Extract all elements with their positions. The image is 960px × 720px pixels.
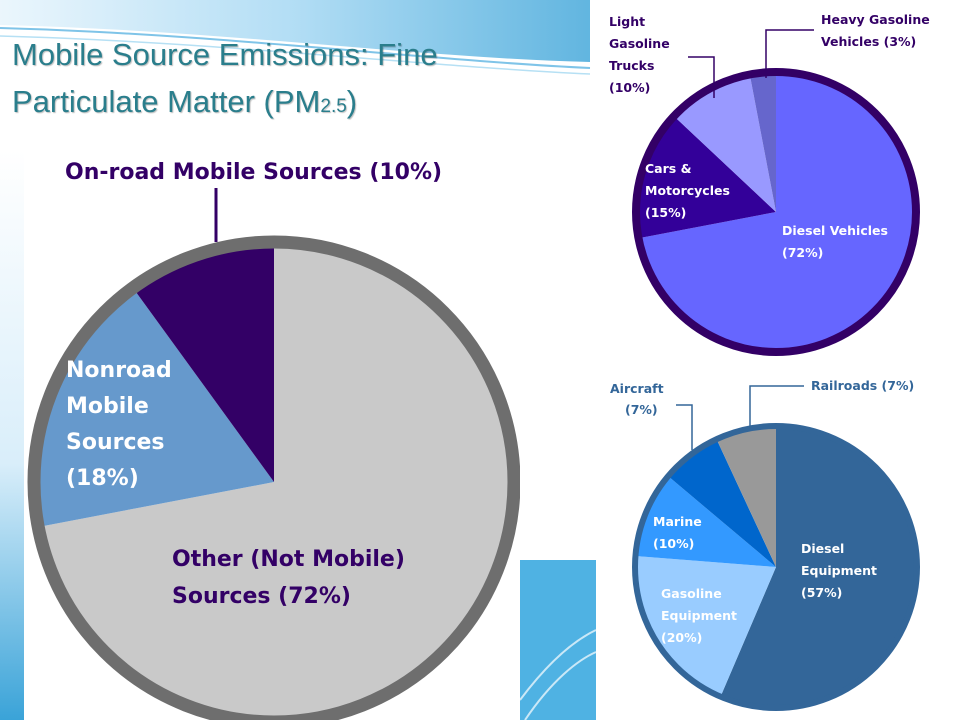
- label-light-4: (10%): [609, 80, 650, 95]
- title-close-paren: ): [346, 84, 358, 119]
- nonroad-pie-panel: Aircraft (7%) Railroads (7%) Marine (10%…: [596, 370, 960, 720]
- onroad-pie-slices: [636, 72, 916, 353]
- main-pie-slices: [33, 242, 514, 720]
- nonroad-pie-slice-2: [635, 476, 776, 567]
- main-pie-slice-2: [132, 242, 274, 482]
- nonroad-pie-slices: [635, 426, 917, 708]
- main-pie-chart: On-road Mobile Sources (10%) Nonroad Mob…: [27, 160, 520, 720]
- onroad-pie-slice-3: [749, 72, 776, 212]
- leader-light: [688, 56, 715, 98]
- label-diesel-equip-3: (57%): [801, 585, 842, 600]
- label-light-1: Light: [609, 14, 645, 29]
- label-aircraft-2: (7%): [625, 402, 658, 417]
- label-other-1: Other (Not Mobile): [172, 547, 405, 572]
- label-gasoline-equip-3: (20%): [661, 630, 702, 645]
- label-nonroad-1: Nonroad: [66, 358, 172, 383]
- title-subscript: 2.5: [320, 96, 347, 117]
- label-marine-1: Marine: [653, 514, 702, 529]
- leader-aircraft: [676, 404, 693, 450]
- label-light-3: Trucks: [609, 58, 654, 73]
- label-cars-2: Motorcycles: [645, 183, 730, 198]
- onroad-pie-slice-0: [638, 72, 916, 353]
- label-railroads: Railroads (7%): [811, 378, 914, 393]
- nonroad-pie-slice-4: [716, 426, 776, 567]
- onroad-pie-rim: [632, 68, 920, 356]
- label-diesel-vehicles-2: (72%): [782, 245, 823, 260]
- title-text: Particulate Matter (PM: [12, 84, 321, 119]
- label-nonroad-3: Sources: [66, 430, 165, 455]
- label-other-2: Sources (72%): [172, 584, 351, 609]
- label-light-2: Gasoline: [609, 36, 670, 51]
- label-gasoline-equip-1: Gasoline: [661, 586, 722, 601]
- slide-title-line1: Mobile Source Emissions: Fine: [12, 37, 438, 72]
- main-pie-slice-0: [38, 242, 514, 720]
- label-heavy-1: Heavy Gasoline: [821, 12, 930, 27]
- main-pie-panel: On-road Mobile Sources (10%) Nonroad Mob…: [24, 155, 520, 720]
- nonroad-pie-rim: [632, 423, 920, 711]
- main-pie-slice-1: [33, 287, 275, 527]
- label-cars-1: Cars &: [645, 161, 692, 176]
- onroad-pie-chart: Light Gasoline Trucks (10%) Heavy Gasoli…: [609, 12, 930, 356]
- label-heavy-2: Vehicles (3%): [821, 34, 916, 49]
- label-gasoline-equip-2: Equipment: [661, 608, 737, 623]
- onroad-pie-slice-2: [673, 74, 776, 212]
- nonroad-pie-slice-1: [635, 556, 776, 697]
- label-nonroad-2: Mobile: [66, 394, 149, 419]
- label-onroad: On-road Mobile Sources (10%): [65, 160, 442, 185]
- label-diesel-equip-2: Equipment: [801, 563, 877, 578]
- onroad-pie-panel: Light Gasoline Trucks (10%) Heavy Gasoli…: [596, 0, 960, 365]
- main-pie-rim: [27, 235, 520, 720]
- label-diesel-vehicles-1: Diesel Vehicles: [782, 223, 888, 238]
- onroad-pie-slice-1: [636, 116, 776, 239]
- label-aircraft-1: Aircraft: [610, 381, 664, 396]
- label-cars-3: (15%): [645, 205, 686, 220]
- leader-heavy: [765, 29, 814, 78]
- slide-title-line2: Particulate Matter (PM2.5): [12, 84, 357, 120]
- label-marine-2: (10%): [653, 536, 694, 551]
- label-diesel-equip-1: Diesel: [801, 541, 844, 556]
- nonroad-pie-slice-3: [668, 439, 776, 567]
- nonroad-pie-chart: Aircraft (7%) Railroads (7%) Marine (10%…: [610, 378, 920, 711]
- label-nonroad-4: (18%): [66, 466, 139, 491]
- nonroad-pie-slice-0: [720, 426, 917, 708]
- leader-railroads: [749, 385, 804, 430]
